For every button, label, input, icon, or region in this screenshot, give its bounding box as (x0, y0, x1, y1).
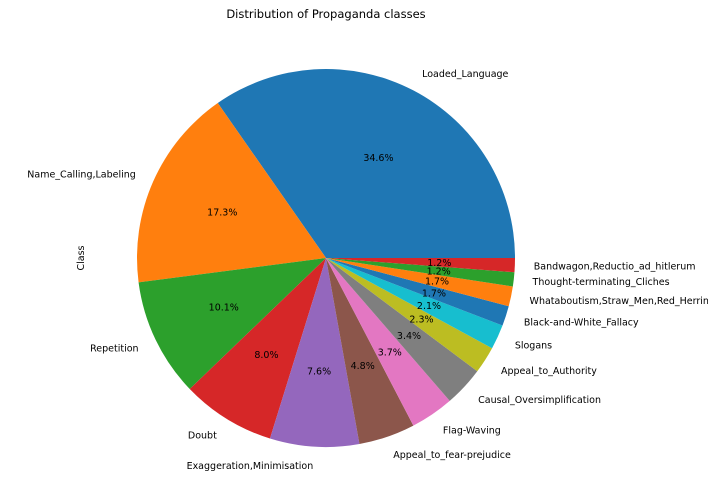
pct-label-slogans: 2.1% (417, 301, 441, 312)
pct-label-appeal-to-authority: 2.3% (409, 315, 433, 326)
category-label-doubt: Doubt (188, 430, 217, 441)
category-label-black-and-white-fallacy: Black-and-White_Fallacy (524, 317, 639, 328)
pie-slice-exaggeration-minimisation (269, 258, 360, 447)
pct-label-repetition: 10.1% (209, 303, 239, 314)
category-label-repetition: Repetition (90, 343, 138, 354)
pie-slice-whataboutism-straw-men-red-herring (326, 258, 513, 307)
category-labels: Loaded_Language Name_Calling,Labeling Repe… (27, 69, 708, 472)
category-label-loaded-language: Loaded_Language (422, 69, 508, 80)
category-label-flag-waving: Flag-Waving (443, 425, 501, 436)
category-label-appeal-to-fear-prejudice: Appeal_to_fear-prejudice (393, 450, 511, 461)
pct-label-exaggeration-minimisation: 7.6% (307, 367, 331, 378)
category-label-appeal-to-authority: Appeal_to_Authority (501, 366, 597, 377)
category-label-whataboutism-straw-men-red-herring: Whataboutism,Straw_Men,Red_Herring (530, 296, 708, 307)
pct-label-loaded-language: 34.6% (363, 153, 393, 164)
percentage-labels: 34.6% 17.3% 10.1% 8.0% 7.6% 4.8%3.7% 3.4% 2.3% 2… (207, 153, 451, 378)
pie-slice-black-and-white-fallacy (326, 258, 509, 326)
pie-slices (137, 69, 515, 447)
pct-label-doubt: 8.0% (254, 350, 278, 361)
chart-title: Distribution of Propaganda classes (226, 7, 425, 21)
pct-label-thought-terminating-cliches: 1.2% (427, 266, 451, 277)
pct-label-black-and-white-fallacy: 1.7% (422, 288, 446, 299)
pct-label-appeal-to-fear-prejudice: 4.8% (351, 361, 375, 372)
pie-slice-loaded-language (217, 69, 515, 258)
pie-slice-thought-terminating-cliches (326, 258, 515, 287)
pct-label-bandwagon-reductio-ad-hitlerum: 1.2% (427, 258, 451, 269)
pie-slice-repetition (138, 258, 326, 389)
pct-label-flag-waving: 3.7% (378, 347, 402, 358)
category-label-causal-oversimplification: Causal_Oversimplification (478, 395, 601, 406)
pie-slice-causal-oversimplification (326, 258, 478, 401)
pie-slice-appeal-to-fear-prejudice (326, 258, 414, 445)
pct-label-name-calling-labeling: 17.3% (207, 208, 237, 219)
pct-label-whataboutism-straw-men-red-herring: 1.7% (425, 277, 449, 288)
pie-slice-slogans (326, 258, 503, 349)
pct-label-causal-oversimplification: 3.4% (397, 331, 421, 342)
category-label-thought-terminating-cliches: Thought-terminating_Cliches (532, 277, 670, 288)
pie-slice-bandwagon-reductio-ad-hitlerum (326, 258, 515, 273)
pie-slice-doubt (189, 258, 326, 439)
pie-slice-appeal-to-authority (326, 258, 493, 372)
category-label-name-calling-labeling: Name_Calling,Labeling (27, 170, 136, 181)
pie-slice-name-calling-labeling (137, 103, 326, 283)
category-label-bandwagon-reductio-ad-hitlerum: Bandwagon,Reductio_ad_hitlerum (534, 261, 696, 272)
category-label-slogans: Slogans (515, 340, 552, 351)
pie-slice-flag-waving (326, 258, 450, 426)
category-label-exaggeration-minimisation: Exaggeration,Minimisation (187, 461, 314, 472)
y-axis-label: Class (76, 245, 87, 270)
